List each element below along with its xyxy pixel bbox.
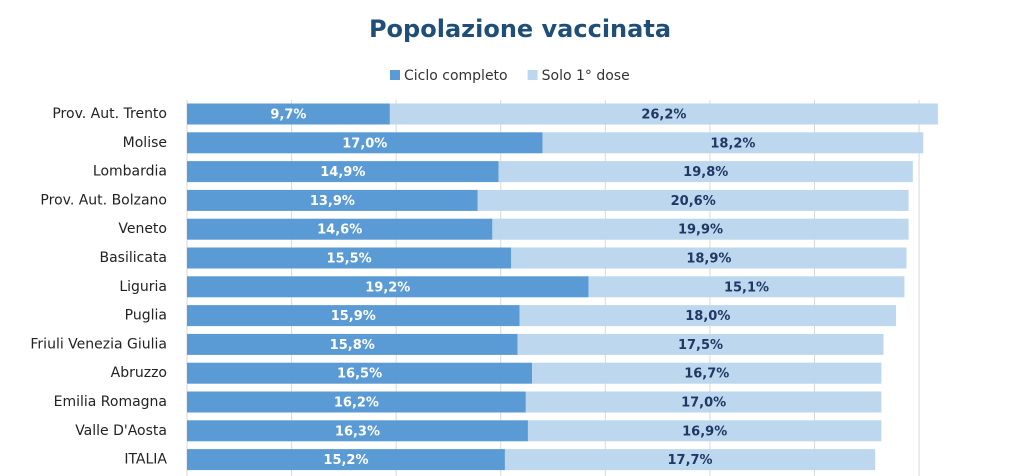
- bar-segment: [532, 362, 882, 384]
- value-label: 15,1%: [724, 280, 769, 295]
- value-label: 14,9%: [320, 165, 365, 180]
- value-label: 18,9%: [686, 252, 731, 267]
- bar-segment: [504, 449, 876, 471]
- value-label: 16,9%: [682, 424, 727, 439]
- bar-segment: [477, 189, 909, 211]
- y-tick-label: Molise: [123, 135, 167, 151]
- legend-label: Solo 1° dose: [542, 68, 630, 84]
- value-label: 20,6%: [671, 194, 716, 209]
- y-tick-label: Valle D'Aosta: [75, 423, 167, 439]
- value-label: 17,0%: [681, 396, 726, 411]
- y-tick-label: Basilicata: [100, 250, 168, 266]
- value-label: 19,9%: [678, 223, 723, 238]
- y-tick-label: Prov. Aut. Trento: [52, 106, 167, 122]
- bar-segment: [187, 333, 518, 355]
- value-label: 16,2%: [334, 396, 379, 411]
- legend-swatch: [527, 70, 538, 80]
- value-label: 9,7%: [270, 108, 306, 123]
- value-label: 15,9%: [331, 309, 376, 324]
- value-label: 17,5%: [678, 338, 723, 353]
- y-tick-label: Friuli Venezia Giulia: [30, 336, 167, 352]
- value-label: 15,2%: [323, 453, 368, 468]
- bar-segment: [492, 218, 909, 240]
- chart-title: Popolazione vaccinata: [369, 15, 671, 43]
- bar-segment: [389, 103, 938, 125]
- bar-segment: [187, 276, 589, 298]
- bar-segment: [187, 189, 478, 211]
- value-label: 19,8%: [683, 165, 728, 180]
- value-label: 15,5%: [327, 252, 372, 267]
- bar-segment: [187, 420, 528, 442]
- bar-segment: [187, 449, 505, 471]
- value-label: 13,9%: [310, 194, 355, 209]
- legend-label: Ciclo completo: [404, 68, 508, 84]
- bar-segment: [498, 161, 913, 183]
- bar-segment: [187, 132, 543, 154]
- bar-segment: [187, 391, 526, 413]
- bar-segment: [542, 132, 924, 154]
- legend-swatch: [390, 70, 400, 80]
- bar-segment: [519, 305, 897, 327]
- y-tick-label: Abruzzo: [111, 365, 167, 381]
- bar-segment: [511, 247, 907, 269]
- y-tick-label: ITALIA: [124, 452, 167, 468]
- bar-segment: [187, 362, 533, 384]
- bar-segment: [187, 305, 520, 327]
- bar-segment: [525, 391, 882, 413]
- value-label: 16,7%: [684, 367, 729, 382]
- bar-segment: [517, 333, 884, 355]
- bar-segment: [187, 218, 493, 240]
- value-label: 18,0%: [685, 309, 730, 324]
- y-tick-label: Prov. Aut. Bolzano: [40, 192, 167, 208]
- y-tick-label: Puglia: [125, 308, 167, 324]
- bar-segment: [187, 161, 499, 183]
- y-tick-label: Lombardia: [93, 164, 167, 180]
- value-label: 17,0%: [342, 136, 387, 151]
- value-label: 26,2%: [641, 108, 686, 123]
- y-tick-label: Emilia Romagna: [54, 394, 167, 410]
- value-label: 16,3%: [335, 424, 380, 439]
- value-label: 18,2%: [710, 136, 755, 151]
- bar-segment: [527, 420, 882, 442]
- value-label: 16,5%: [337, 367, 382, 382]
- value-label: 19,2%: [365, 280, 410, 295]
- value-label: 14,6%: [317, 223, 362, 238]
- value-label: 15,8%: [330, 338, 375, 353]
- bar-segment: [588, 276, 905, 298]
- bar-segment: [187, 247, 512, 269]
- bar-segment: [187, 103, 390, 125]
- value-label: 17,7%: [667, 453, 712, 468]
- y-tick-label: Liguria: [119, 279, 167, 295]
- y-tick-label: Veneto: [118, 221, 167, 237]
